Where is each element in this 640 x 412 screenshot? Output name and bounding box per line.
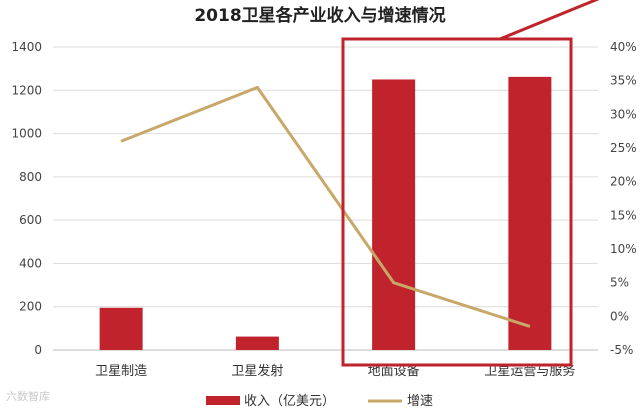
y-right-tick-label: 15% xyxy=(610,208,637,222)
y-left-tick-label: 0 xyxy=(34,343,42,357)
y-right-tick-label: 30% xyxy=(610,107,637,121)
y-left-tick-label: 1000 xyxy=(11,127,42,141)
legend-label-bar: 收入（亿美元） xyxy=(244,394,335,409)
y-right-tick-label: -5% xyxy=(610,343,633,357)
bar-series xyxy=(99,76,552,351)
line-series xyxy=(120,85,531,328)
y-left-tick-label: 1400 xyxy=(11,40,42,54)
x-tick-label: 卫星发射 xyxy=(231,363,283,379)
y-axis-right: -5% 0% 5% 10% 15% 20% 25% 30% 35% 40% xyxy=(610,40,637,357)
legend-label-line: 增速 xyxy=(407,394,433,409)
y-right-tick-label: 5% xyxy=(610,276,629,290)
highlight-rectangle xyxy=(341,37,573,367)
y-left-tick-label: 400 xyxy=(19,256,42,270)
y-right-tick-label: 0% xyxy=(610,309,629,323)
bar-4 xyxy=(508,76,552,351)
y-right-tick-label: 40% xyxy=(610,40,637,54)
y-right-tick-label: 10% xyxy=(610,242,637,256)
y-left-tick-label: 600 xyxy=(19,213,42,227)
y-left-tick-label: 800 xyxy=(19,170,42,184)
bar-2 xyxy=(235,336,279,350)
highlight-arrow xyxy=(499,0,600,41)
y-right-tick-label: 35% xyxy=(610,74,637,88)
y-right-tick-label: 20% xyxy=(610,175,637,189)
x-axis: 卫星制造 卫星发射 地面设备 卫星运营与服务 xyxy=(95,363,575,379)
x-tick-label: 卫星制造 xyxy=(95,364,147,379)
y-left-tick-label: 1200 xyxy=(11,83,42,97)
highlight-box xyxy=(341,0,600,367)
y-right-tick-label: 25% xyxy=(610,141,637,155)
legend: 收入（亿美元） 增速 xyxy=(206,394,433,409)
growth-line xyxy=(120,85,531,328)
legend-swatch-bar xyxy=(206,396,240,405)
x-tick-label: 地面设备 xyxy=(368,363,420,379)
bar-3 xyxy=(372,79,416,350)
y-axis-left: 0 200 400 600 800 1000 1200 1400 xyxy=(11,40,42,357)
watermark: 六数智库 xyxy=(6,390,50,403)
x-tick-label: 卫星运营与服务 xyxy=(484,363,575,379)
chart-title: 2018卫星各产业收入与增速情况 xyxy=(194,5,445,26)
bar-1 xyxy=(99,307,143,350)
y-left-tick-label: 200 xyxy=(19,300,42,314)
